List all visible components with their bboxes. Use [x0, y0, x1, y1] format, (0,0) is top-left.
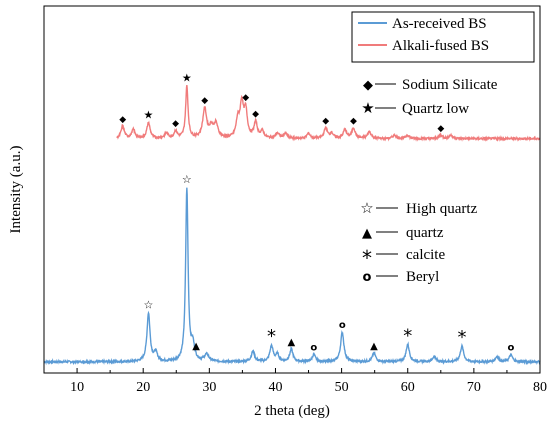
peak-marker-icon: o — [339, 320, 346, 331]
sodium-silicate-marker-icon: ◆ — [363, 78, 373, 93]
legend-label-alkali-fused: Alkali-fused BS — [392, 38, 489, 54]
series-line-alkali-fused — [116, 85, 541, 142]
peak-marker-icon: * — [403, 325, 412, 346]
legend-label-as-received: As-received BS — [392, 16, 487, 32]
x-tick-label: 50 — [335, 380, 349, 395]
high-quartz-marker-icon: ☆ — [360, 199, 373, 217]
x-axis-label: 2 theta (deg) — [254, 403, 330, 419]
x-tick-label: 30 — [202, 380, 216, 395]
peak-marker-icon: ★ — [144, 109, 154, 122]
phase-label-beryl: Beryl — [406, 269, 439, 285]
peak-marker-icon: o — [310, 343, 317, 354]
peak-marker-icon: ★ — [182, 72, 192, 85]
peak-marker-icon: ▲ — [370, 341, 378, 352]
peak-marker-icon: ☆ — [144, 298, 154, 311]
x-tick-label: 70 — [467, 380, 481, 395]
quartz-marker-icon: ▲ — [362, 226, 372, 241]
peak-marker-icon: ☆ — [182, 173, 192, 186]
phase-label-quartz: quartz — [406, 225, 444, 241]
peak-marker-icon: * — [267, 326, 276, 347]
peak-marker-icon: * — [457, 327, 466, 348]
x-tick-label: 40 — [268, 380, 282, 395]
phase-label-sodium-silicate: Sodium Silicate — [402, 77, 498, 93]
series-legend: As-received BS Alkali-fused BS — [351, 11, 535, 63]
phase-label-quartz-low: Quartz low — [402, 101, 469, 117]
peak-marker-icon: ◆ — [350, 117, 357, 127]
peak-marker-icon: ▲ — [287, 337, 295, 348]
series-line-as-received — [43, 187, 541, 366]
phase-label-high-quartz: High quartz — [406, 201, 478, 217]
peak-marker-icon: ◆ — [119, 115, 126, 125]
peak-marker-icon: ◆ — [252, 109, 259, 119]
quartz-low-marker-icon: ★ — [361, 99, 374, 117]
x-tick-label: 10 — [70, 380, 84, 395]
plot-frame — [43, 5, 541, 374]
x-tick-label: 60 — [401, 380, 415, 395]
peak-marker-icon: ◆ — [437, 124, 444, 134]
x-tick-label: 80 — [533, 380, 547, 395]
peak-marker-icon: ◆ — [322, 116, 329, 126]
series-legend-frame — [351, 11, 535, 63]
x-axis-ticks: 10 20 30 40 50 60 70 80 — [43, 368, 547, 395]
x-tick-label: 20 — [136, 380, 150, 395]
peak-marker-icon: o — [507, 343, 514, 354]
y-axis-label: Intensity (a.u.) — [8, 146, 24, 234]
peak-marker-icon: ◆ — [242, 93, 249, 103]
phase-label-calcite: calcite — [406, 247, 445, 263]
beryl-marker-icon: o — [363, 270, 372, 285]
plot-area: ◆ ★◆★◆ ◆◆◆ ◆◆☆☆▲ * ▲ oo▲* *o — [43, 72, 541, 366]
peak-marker-icon: ◆ — [172, 119, 179, 129]
peak-marker-icon: ▲ — [192, 341, 200, 352]
phase-legend-top: ◆ Sodium Silicate ★ Quartz low — [361, 77, 497, 117]
peak-marker-icon: ◆ — [201, 96, 208, 106]
calcite-marker-icon: * — [362, 246, 372, 270]
phase-legend-bottom: ☆ High quartz ▲ quartz * calcite o Beryl — [360, 199, 477, 285]
